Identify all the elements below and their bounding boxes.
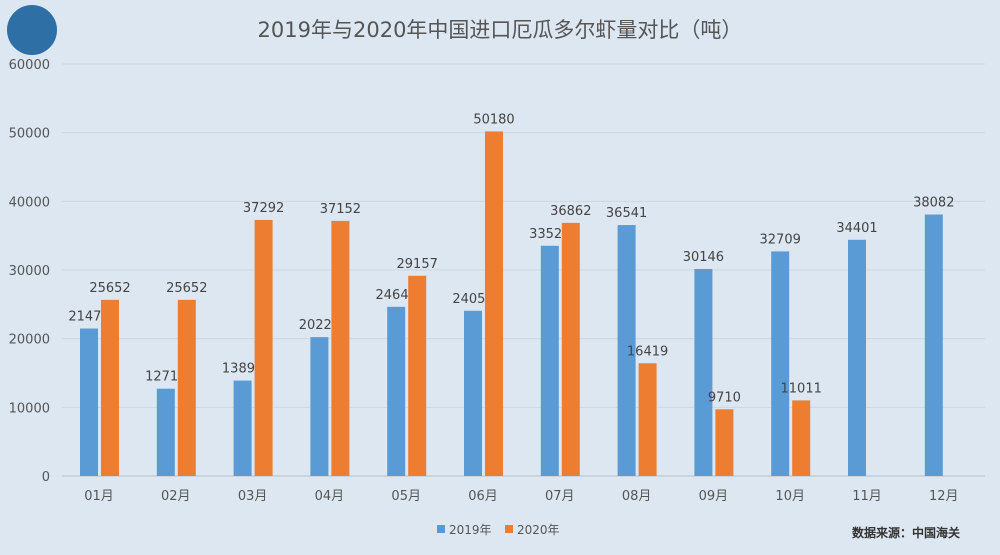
bar-2019年 <box>540 245 559 476</box>
bar-2019年 <box>80 328 98 476</box>
data-label: 37152 <box>320 202 361 217</box>
data-label: 24640 <box>376 288 417 303</box>
bar-2020年 <box>254 219 273 476</box>
logo-icon <box>7 5 57 55</box>
data-label: 11011 <box>781 381 822 396</box>
data-label: 25652 <box>166 281 207 296</box>
data-label: 36862 <box>550 204 591 219</box>
data-label: 38082 <box>913 196 954 211</box>
x-tick-label: 11月 <box>852 489 882 504</box>
legend-label: 2020年 <box>517 523 560 537</box>
y-tick-label: 60000 <box>9 58 50 73</box>
bar-2020年 <box>792 400 811 476</box>
bar-2020年 <box>561 222 580 476</box>
data-label: 33528 <box>529 227 570 242</box>
data-label: 9710 <box>708 390 741 405</box>
legend-label: 2019年 <box>449 523 492 537</box>
data-label: 25652 <box>89 281 130 296</box>
x-tick-label: 06月 <box>468 489 498 504</box>
data-label: 30146 <box>683 250 724 265</box>
bar-2019年 <box>310 337 329 476</box>
legend-swatch <box>505 525 513 533</box>
data-label: 16419 <box>627 344 668 359</box>
bar-2020年 <box>331 220 350 476</box>
data-label: 50180 <box>473 112 514 127</box>
x-tick-label: 09月 <box>699 489 729 504</box>
x-tick-label: 12月 <box>929 489 959 504</box>
data-label: 20226 <box>299 318 340 333</box>
data-label: 32709 <box>760 232 801 247</box>
bar-2019年 <box>771 251 790 476</box>
x-tick-label: 03月 <box>238 489 268 504</box>
data-label: 29157 <box>397 257 438 272</box>
x-tick-label: 02月 <box>161 489 191 504</box>
data-label: 34401 <box>836 221 877 236</box>
y-tick-label: 20000 <box>9 333 50 348</box>
x-tick-label: 08月 <box>622 489 652 504</box>
bar-2019年 <box>156 388 175 476</box>
data-label: 24059 <box>452 292 493 307</box>
y-tick-label: 30000 <box>9 264 50 279</box>
source-note: 数据来源：中国海关 <box>851 526 960 540</box>
y-tick-label: 50000 <box>9 127 50 142</box>
bar-2020年 <box>715 409 734 476</box>
x-tick-label: 07月 <box>545 489 575 504</box>
bar-2019年 <box>924 214 943 476</box>
data-label: 12713 <box>145 370 186 385</box>
y-tick-label: 0 <box>42 470 50 485</box>
data-label: 36541 <box>606 206 647 221</box>
bar-2020年 <box>177 299 196 476</box>
bar-2019年 <box>694 268 713 476</box>
bar-2019年 <box>848 239 866 476</box>
bar-2020年 <box>101 299 119 476</box>
x-tick-label: 01月 <box>84 489 114 504</box>
x-tick-label: 04月 <box>315 489 345 504</box>
bar-2020年 <box>638 363 657 476</box>
x-tick-label: 05月 <box>391 489 421 504</box>
bar-2020年 <box>485 131 503 476</box>
bar-2019年 <box>387 306 406 476</box>
y-tick-label: 40000 <box>9 195 50 210</box>
data-label: 13895 <box>222 362 263 377</box>
x-tick-label: 10月 <box>775 489 805 504</box>
legend-swatch <box>437 525 445 533</box>
chart-title: 2019年与2020年中国进口厄瓜多尔虾量对比（吨） <box>257 18 743 42</box>
bar-2019年 <box>233 380 252 476</box>
y-tick-label: 10000 <box>9 401 50 416</box>
bar-2020年 <box>408 275 427 476</box>
data-label: 37292 <box>243 201 284 216</box>
bar-2019年 <box>464 310 482 476</box>
data-label: 21479 <box>68 310 109 325</box>
bar-2019年 <box>617 225 636 476</box>
